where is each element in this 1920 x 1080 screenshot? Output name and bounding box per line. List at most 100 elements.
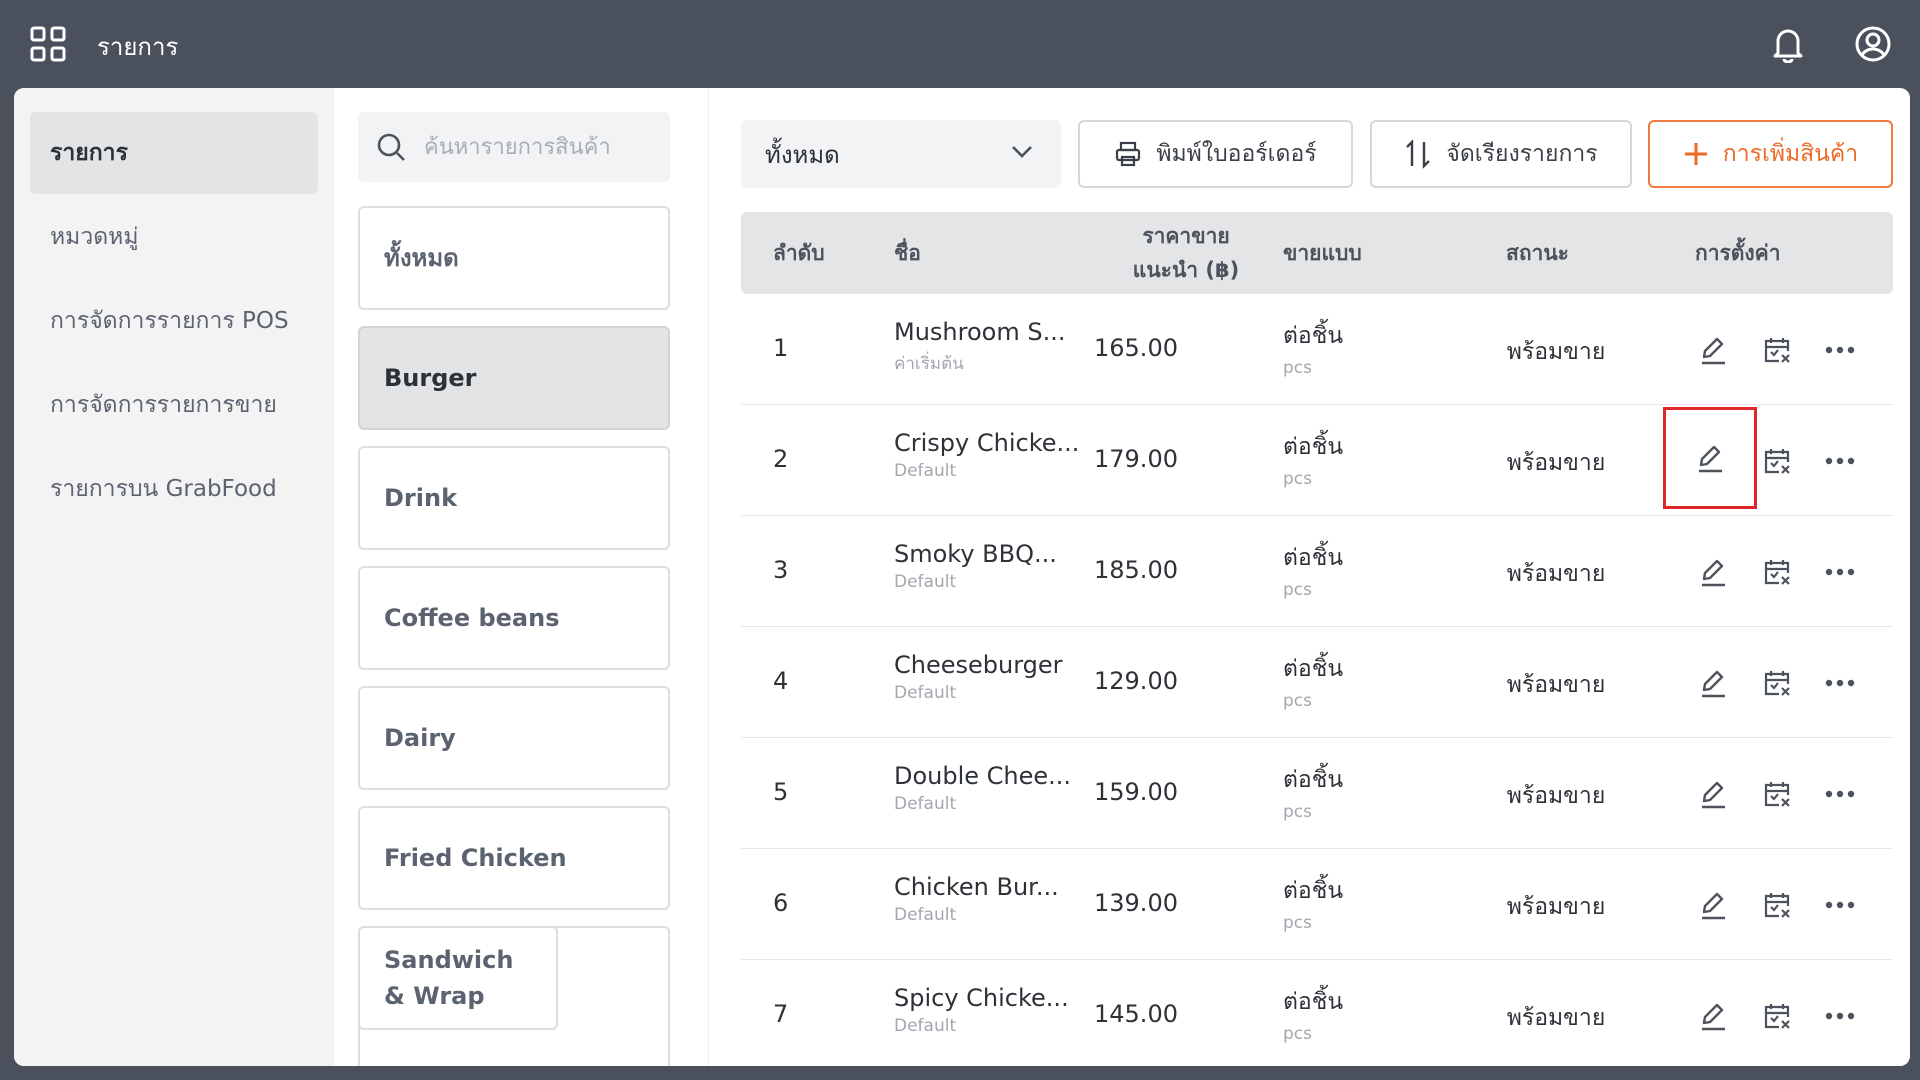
sidebar-item-pos-management[interactable]: การจัดการรายการ POS bbox=[30, 280, 318, 362]
print-order-label: พิมพ์ใบออร์เดอร์ bbox=[1156, 141, 1317, 167]
row-sell-type: ต่อชิ้น bbox=[1283, 767, 1344, 793]
sidebar-item-sales-management[interactable]: การจัดการรายการขาย bbox=[30, 364, 318, 446]
calendar-x-icon bbox=[1764, 1004, 1790, 1029]
category-all[interactable]: ทั้งหมด bbox=[358, 206, 670, 310]
sidebar: รายการ หมวดหมู่ การจัดการรายการ POS การจ… bbox=[14, 88, 334, 1066]
table-row[interactable]: 2 Crispy Chicke... Default 179.00 ต่อชิ้… bbox=[741, 405, 1893, 516]
row-variant: Default bbox=[894, 794, 957, 814]
row-status: พร้อมขาย bbox=[1506, 783, 1606, 809]
edit-button[interactable] bbox=[1691, 994, 1735, 1038]
row-sell-type-cell: ต่อชิ้น pcs bbox=[1283, 318, 1343, 378]
header-settings: การตั้งค่า bbox=[1695, 241, 1781, 265]
more-horizontal-icon bbox=[1825, 901, 1855, 909]
category-label: Fried Chicken bbox=[384, 844, 567, 872]
sidebar-item-categories[interactable]: หมวดหมู่ bbox=[30, 196, 318, 278]
chevron-down-icon bbox=[1012, 146, 1032, 158]
sidebar-item-products[interactable]: รายการ bbox=[30, 112, 318, 194]
edit-button[interactable] bbox=[1691, 328, 1735, 372]
table-row[interactable]: 3 Smoky BBQ... Default 185.00 ต่อชิ้น pc… bbox=[741, 516, 1893, 627]
disable-button[interactable] bbox=[1755, 439, 1799, 483]
disable-button[interactable] bbox=[1755, 550, 1799, 594]
sort-button[interactable]: จัดเรียงรายการ bbox=[1370, 120, 1632, 188]
category-sandwich-wrap[interactable]: Sandwich & Wrap bbox=[358, 926, 558, 1030]
disable-button[interactable] bbox=[1755, 328, 1799, 372]
row-sell-type: ต่อชิ้น bbox=[1283, 434, 1344, 460]
grid-icon[interactable] bbox=[30, 26, 66, 62]
more-horizontal-icon bbox=[1825, 790, 1855, 798]
row-price: 139.00 bbox=[1094, 889, 1178, 917]
more-options-button[interactable] bbox=[1818, 439, 1862, 483]
table-row[interactable]: 5 Double Chee... Default 159.00 ต่อชิ้น … bbox=[741, 738, 1893, 849]
bell-icon[interactable] bbox=[1770, 25, 1806, 64]
user-circle-icon[interactable] bbox=[1854, 25, 1892, 63]
header-index: ลำดับ bbox=[773, 241, 825, 265]
row-sell-type: ต่อชิ้น bbox=[1283, 656, 1344, 682]
row-name-cell: Smoky BBQ... Default bbox=[894, 540, 1057, 592]
filter-dropdown[interactable]: ทั้งหมด bbox=[741, 120, 1061, 188]
disable-button[interactable] bbox=[1755, 994, 1799, 1038]
row-unit: pcs bbox=[1283, 469, 1312, 489]
row-index: 4 bbox=[773, 667, 789, 695]
row-price: 179.00 bbox=[1094, 445, 1178, 473]
edit-button[interactable] bbox=[1691, 550, 1735, 594]
main-content: ทั้งหมด พิมพ์ใบออร์เดอร์ จัดเรียงรายการ … bbox=[709, 88, 1910, 1066]
category-burger[interactable]: Burger bbox=[358, 326, 670, 430]
add-product-button[interactable]: การเพิ่มสินค้า bbox=[1648, 120, 1893, 188]
category-drink[interactable]: Drink bbox=[358, 446, 670, 550]
sidebar-item-label: รายการ bbox=[50, 140, 128, 166]
more-options-button[interactable] bbox=[1818, 994, 1862, 1038]
row-index: 6 bbox=[773, 889, 789, 917]
more-horizontal-icon bbox=[1825, 457, 1855, 465]
edit-button[interactable] bbox=[1663, 407, 1757, 509]
row-sell-type: ต่อชิ้น bbox=[1283, 545, 1344, 571]
category-label: Burger bbox=[384, 364, 477, 392]
more-options-button[interactable] bbox=[1818, 661, 1862, 705]
edit-button[interactable] bbox=[1691, 661, 1735, 705]
category-dairy[interactable]: Dairy bbox=[358, 686, 670, 790]
disable-button[interactable] bbox=[1755, 883, 1799, 927]
row-unit: pcs bbox=[1283, 358, 1312, 378]
row-sell-type: ต่อชิ้น bbox=[1283, 323, 1344, 349]
category-coffee-beans[interactable]: Coffee beans bbox=[358, 566, 670, 670]
table-row[interactable]: 6 Chicken Bur... Default 139.00 ต่อชิ้น … bbox=[741, 849, 1893, 960]
row-price: 145.00 bbox=[1094, 1000, 1178, 1028]
app-window: รายการ หมวดหมู่ การจัดการรายการ POS การจ… bbox=[14, 88, 1910, 1066]
calendar-x-icon bbox=[1764, 338, 1790, 363]
sidebar-item-grabfood[interactable]: รายการบน GrabFood bbox=[30, 448, 318, 530]
more-options-button[interactable] bbox=[1818, 883, 1862, 927]
search-box bbox=[358, 112, 670, 182]
sidebar-item-label: หมวดหมู่ bbox=[50, 224, 139, 250]
category-fried-chicken[interactable]: Fried Chicken bbox=[358, 806, 670, 910]
more-options-button[interactable] bbox=[1818, 550, 1862, 594]
pencil-icon bbox=[1699, 445, 1722, 473]
disable-button[interactable] bbox=[1755, 661, 1799, 705]
row-sell-type-cell: ต่อชิ้น pcs bbox=[1283, 429, 1343, 489]
table-row[interactable]: 4 Cheeseburger Default 129.00 ต่อชิ้น pc… bbox=[741, 627, 1893, 738]
more-options-button[interactable] bbox=[1818, 328, 1862, 372]
print-order-button[interactable]: พิมพ์ใบออร์เดอร์ bbox=[1078, 120, 1353, 188]
calendar-x-icon bbox=[1764, 782, 1790, 807]
row-price: 159.00 bbox=[1094, 778, 1178, 806]
header-sell-type: ขายแบบ bbox=[1283, 241, 1362, 265]
row-status: พร้อมขาย bbox=[1506, 561, 1606, 587]
more-horizontal-icon bbox=[1825, 1012, 1855, 1020]
sidebar-item-label: การจัดการรายการขาย bbox=[50, 392, 277, 418]
printer-icon bbox=[1116, 141, 1141, 167]
more-options-button[interactable] bbox=[1818, 772, 1862, 816]
disable-button[interactable] bbox=[1755, 772, 1799, 816]
edit-button[interactable] bbox=[1691, 772, 1735, 816]
product-table-body: 1 Mushroom S... ค่าเริ่มต้น 165.00 ต่อชิ… bbox=[741, 294, 1893, 1066]
row-variant: Default bbox=[894, 683, 957, 703]
table-row[interactable]: 7 Spicy Chicke... Default 145.00 ต่อชิ้น… bbox=[741, 960, 1893, 1066]
row-name-cell: Cheeseburger Default bbox=[894, 651, 1063, 703]
row-variant: Default bbox=[894, 1016, 957, 1036]
table-row[interactable]: 1 Mushroom S... ค่าเริ่มต้น 165.00 ต่อชิ… bbox=[741, 294, 1893, 405]
pencil-icon bbox=[1702, 781, 1725, 809]
row-name: Chicken Bur... bbox=[894, 873, 1059, 901]
row-unit: pcs bbox=[1283, 802, 1312, 822]
row-sell-type-cell: ต่อชิ้น pcs bbox=[1283, 984, 1343, 1044]
page-title: รายการ bbox=[97, 33, 179, 61]
search-input[interactable] bbox=[424, 134, 654, 160]
edit-button[interactable] bbox=[1691, 883, 1735, 927]
pencil-icon bbox=[1702, 892, 1725, 920]
